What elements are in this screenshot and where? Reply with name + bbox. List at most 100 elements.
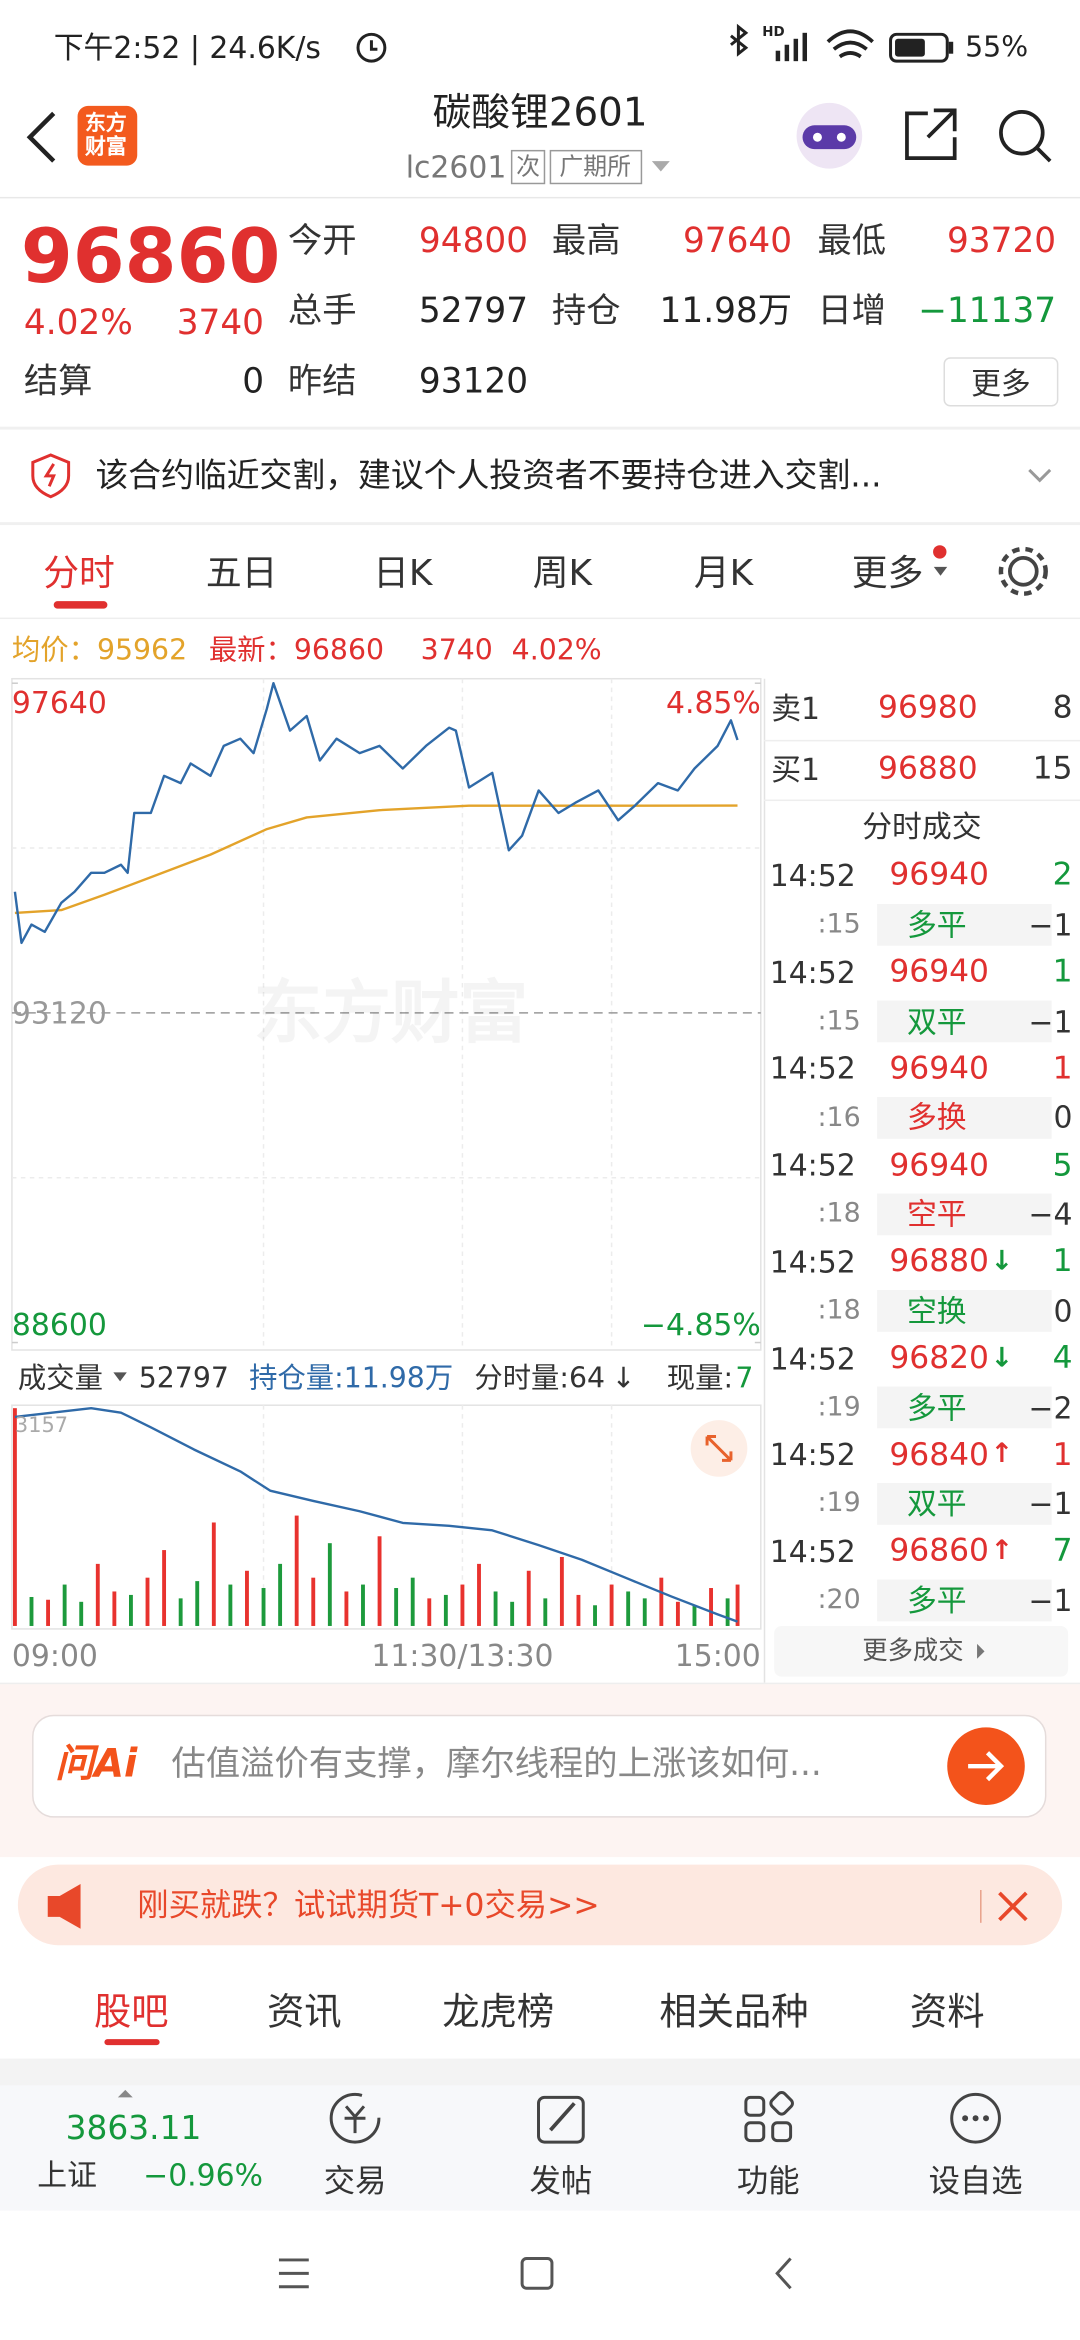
bottom-tab[interactable]: 资讯	[267, 1989, 342, 2034]
gap	[0, 2058, 1080, 2086]
function-icon[interactable]	[744, 2091, 794, 2143]
index-name: 上证	[37, 2157, 97, 2193]
settings-button[interactable]	[1008, 556, 1039, 587]
more-button-label[interactable]: 更多	[971, 365, 1031, 402]
x-tick-label: 15:00	[674, 1637, 761, 1674]
last-price: 96860	[20, 213, 281, 300]
field-value: −11137	[918, 292, 1057, 332]
nav-label[interactable]: 发帖	[529, 2163, 593, 2200]
volume-bar	[609, 1584, 614, 1626]
bottom-tab[interactable]: 龙虎榜	[442, 1989, 555, 2034]
field-label: 总手	[287, 292, 357, 332]
trade-price: 96880	[889, 1242, 990, 1279]
x-tick-label: 11:30/13:30	[371, 1637, 554, 1674]
tab[interactable]: 日K	[373, 551, 433, 594]
expand-notice[interactable]	[1028, 468, 1052, 483]
trade-second: :19	[817, 1487, 861, 1520]
share-button[interactable]	[905, 108, 957, 160]
volume-bar	[460, 1584, 465, 1626]
trade-time: 14:52	[769, 1243, 856, 1280]
volume-bar	[510, 1601, 515, 1626]
promo-text[interactable]: 刚买就跌？试试期货T+0交易>>	[137, 1887, 600, 1924]
volume-bar	[709, 1588, 713, 1626]
tab[interactable]: 月K	[693, 551, 754, 594]
dropdown-icon[interactable]	[651, 161, 670, 172]
back-nav-button[interactable]	[775, 2257, 792, 2290]
search-button[interactable]	[999, 110, 1045, 156]
kind-bg	[877, 903, 1052, 946]
kind-bg	[877, 1097, 1052, 1139]
field-label: 持仓	[551, 292, 621, 332]
volume-bar	[311, 1577, 316, 1626]
watchlist-icon[interactable]	[950, 2092, 1001, 2144]
minute-volume: 分时量:64	[474, 1361, 606, 1395]
dropdown-icon[interactable]	[113, 1372, 127, 1382]
trade-arrow: ↓	[990, 1342, 1014, 1374]
post-icon[interactable]	[537, 2095, 585, 2144]
y-tick-label: 97640	[11, 684, 107, 721]
yen-icon	[344, 2105, 366, 2134]
menu-button[interactable]	[278, 2258, 309, 2289]
book-label: 买1	[771, 751, 821, 788]
book-volume: 8	[1052, 689, 1073, 726]
volume-bar	[62, 1584, 67, 1626]
trade-arrow: ↑	[990, 1535, 1014, 1567]
volume-bar	[145, 1577, 150, 1626]
megaphone-icon	[47, 1884, 81, 1929]
volume-bar	[46, 1599, 51, 1626]
trade-kind: 多平	[906, 906, 967, 943]
bottom-tab[interactable]: 资料	[909, 1989, 985, 2034]
tab[interactable]: 分时	[43, 551, 115, 594]
trade-time: 14:52	[769, 1147, 856, 1184]
change-percent: 4.02%	[23, 304, 133, 344]
trade-time: 14:52	[769, 1050, 856, 1087]
close-button[interactable]	[998, 1891, 1028, 1922]
tab[interactable]: 五日	[205, 551, 278, 594]
volume-bar	[626, 1591, 631, 1626]
settings-gear	[998, 546, 1048, 596]
nav-label[interactable]: 交易	[323, 2163, 387, 2200]
more-trades[interactable]: 更多成交	[862, 1636, 964, 1666]
home-button[interactable]	[520, 2256, 554, 2290]
open-interest-line	[14, 1406, 738, 1623]
volume-menu[interactable]: 成交量	[17, 1361, 103, 1395]
nav-label[interactable]: 设自选	[928, 2163, 1023, 2200]
field-value: 11.98万	[659, 292, 793, 332]
nav-label[interactable]: 功能	[736, 2163, 800, 2200]
index-change: −0.96%	[143, 2157, 263, 2193]
ai-brand: 问Ai	[55, 1742, 138, 1788]
tab[interactable]: 更多	[851, 551, 924, 594]
book-price: 96980	[878, 689, 978, 726]
volume-bar	[95, 1563, 100, 1626]
network-label: HD	[762, 24, 785, 40]
open-interest-label: 持仓量:11.98万	[249, 1361, 454, 1395]
current-volume-label: 现量:	[666, 1361, 734, 1395]
tag-box	[549, 149, 643, 185]
tab-underline	[104, 2039, 160, 2046]
arrow-icon	[968, 1751, 1005, 1782]
tab[interactable]: 周K	[532, 551, 593, 594]
divider	[0, 196, 1080, 199]
bottom-tab[interactable]: 股吧	[93, 1989, 169, 2034]
expand-icon	[705, 1435, 733, 1462]
ai-input[interactable]	[32, 1714, 1047, 1818]
divider	[980, 1889, 982, 1923]
field-value: 94800	[418, 222, 529, 262]
volume-total: 52797	[138, 1361, 229, 1395]
volume-bar	[725, 1598, 730, 1626]
more-trades-button[interactable]	[774, 1625, 1069, 1677]
field-label: 日增	[817, 292, 887, 332]
tag: 次	[516, 152, 541, 182]
bottom-tab[interactable]: 相关品种	[659, 1989, 809, 2034]
book-price: 96880	[878, 750, 978, 787]
promo-banner[interactable]	[17, 1864, 1063, 1946]
back-button[interactable]	[26, 111, 56, 163]
average-line	[14, 804, 738, 915]
pen-icon	[549, 2102, 576, 2132]
more-button[interactable]	[943, 357, 1059, 407]
trade-arrow: ↑	[990, 1438, 1014, 1470]
trade-arrow: ↓	[990, 1245, 1014, 1277]
divider	[763, 799, 1080, 802]
wifi-icon	[826, 29, 874, 59]
trade-change: −1	[1028, 1486, 1073, 1522]
